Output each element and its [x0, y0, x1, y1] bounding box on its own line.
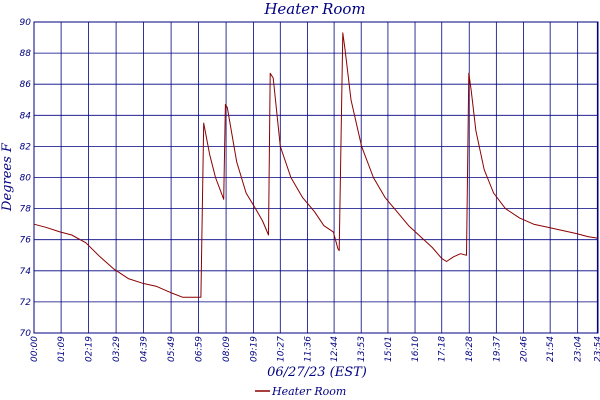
- x-tick-label: 20:46: [519, 336, 529, 362]
- x-tick-label: 23:54: [593, 336, 600, 362]
- y-tick-label: 72: [20, 298, 32, 308]
- x-tick-label: 16:10: [411, 336, 421, 362]
- x-tick-label: 09:19: [250, 336, 260, 362]
- y-tick-label: 80: [20, 174, 32, 184]
- x-tick-label: 15:01: [384, 336, 394, 362]
- plot-frame: [33, 21, 599, 334]
- x-tick-label: 18:28: [465, 336, 475, 362]
- x-tick-label: 01:09: [57, 336, 67, 362]
- x-tick-label: 02:19: [85, 336, 95, 362]
- x-tick-label: 23:04: [574, 336, 584, 362]
- x-tick-label: 03:29: [112, 336, 122, 362]
- x-tick-label: 10:27: [276, 336, 286, 362]
- y-tick-labels: 70 72 74 76 78 80 82 84 86 88 90: [20, 18, 32, 339]
- series-layer: [33, 32, 598, 298]
- x-tick-label: 08:09: [222, 336, 232, 362]
- y-tick-label: 74: [20, 267, 32, 277]
- y-tick-label: 76: [20, 236, 32, 246]
- x-tick-label: 00:00: [30, 336, 40, 362]
- chart-title: Heater Room: [263, 0, 365, 18]
- x-tick-label: 13:53: [357, 336, 367, 362]
- x-tick-label: 21:54: [546, 336, 556, 362]
- x-tick-label: 05:49: [167, 336, 177, 362]
- x-tick-label: 12:44: [330, 336, 340, 362]
- y-axis-label: Degrees F: [0, 142, 15, 212]
- y-tick-label: 86: [20, 80, 32, 90]
- y-tick-label: 84: [20, 111, 32, 121]
- y-tick-label: 90: [20, 18, 32, 28]
- y-tick-label: 88: [20, 49, 32, 59]
- legend: Heater Room: [255, 385, 346, 398]
- x-tick-label: 04:39: [140, 336, 150, 362]
- x-tick-label: 19:37: [492, 336, 502, 362]
- x-tick-labels: 00:00 01:09 02:19 03:29 04:39 05:49 06:59 08:09…: [30, 336, 600, 362]
- legend-label: Heater Room: [271, 385, 346, 398]
- series-line-heater-room: [33, 32, 598, 298]
- x-tick-label: 06:59: [195, 336, 205, 362]
- x-tick-label: 17:18: [438, 336, 448, 362]
- x-axis-label: 06/27/23 (EST): [267, 365, 367, 380]
- x-tick-label: 11:36: [303, 336, 313, 362]
- y-tick-label: 82: [20, 142, 32, 152]
- y-tick-label: 70: [20, 329, 32, 339]
- y-tick-label: 78: [20, 205, 32, 215]
